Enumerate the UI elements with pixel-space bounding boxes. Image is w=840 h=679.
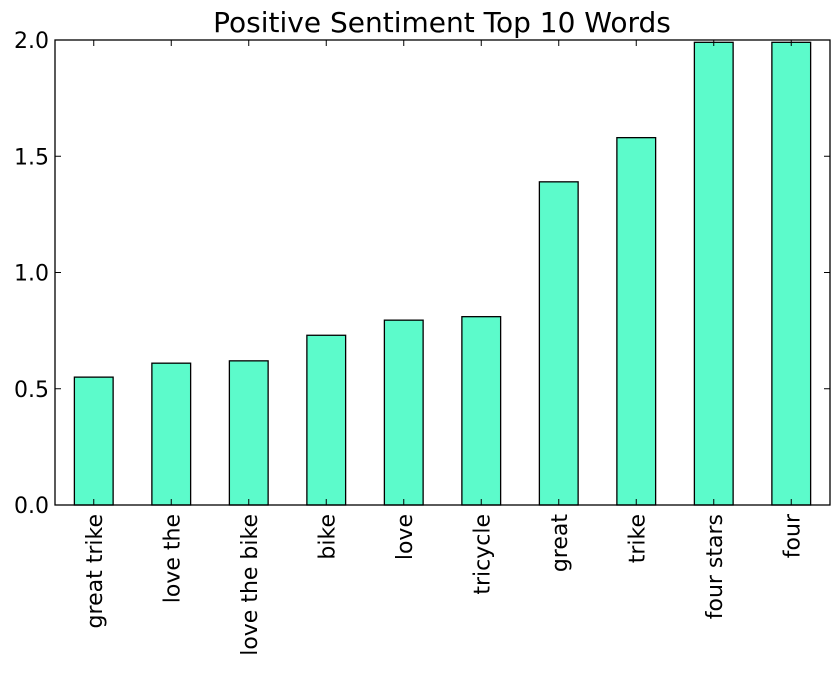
x-tick-label: great trike [83,514,108,628]
x-tick-label: trike [625,514,650,563]
bar [383,319,424,506]
x-tick-label: great [548,514,573,573]
plot-frame [54,39,831,506]
bars-layer [73,41,812,506]
bar [151,362,192,506]
x-tick-label: love the [160,514,185,603]
y-tick-label: 1.5 [14,145,49,170]
y-tick-label: 0.5 [14,378,49,403]
bar [73,376,114,506]
bar [616,136,657,506]
y-tick-label: 0.0 [14,494,49,519]
x-tick-label: tricycle [470,514,495,595]
bar [538,181,579,506]
x-tick-label: four stars [703,514,728,619]
bar [693,41,734,506]
x-tick-label: love the bike [238,514,263,656]
x-tick-label: bike [315,514,340,560]
bar [228,360,269,506]
y-tick-label: 1.0 [14,262,49,287]
x-tick-label: love [393,514,418,560]
bar [771,41,812,506]
bar [461,316,502,506]
y-tick-label: 2.0 [14,29,49,54]
chart-title: Positive Sentiment Top 10 Words [213,6,671,39]
x-tick-label: four [780,513,805,558]
bar [306,334,347,506]
y-tick-labels: 0.0 0.5 1.0 1.5 2.0 [14,29,49,519]
x-tick-labels: great trike love the love the bike bike love… [83,513,806,656]
